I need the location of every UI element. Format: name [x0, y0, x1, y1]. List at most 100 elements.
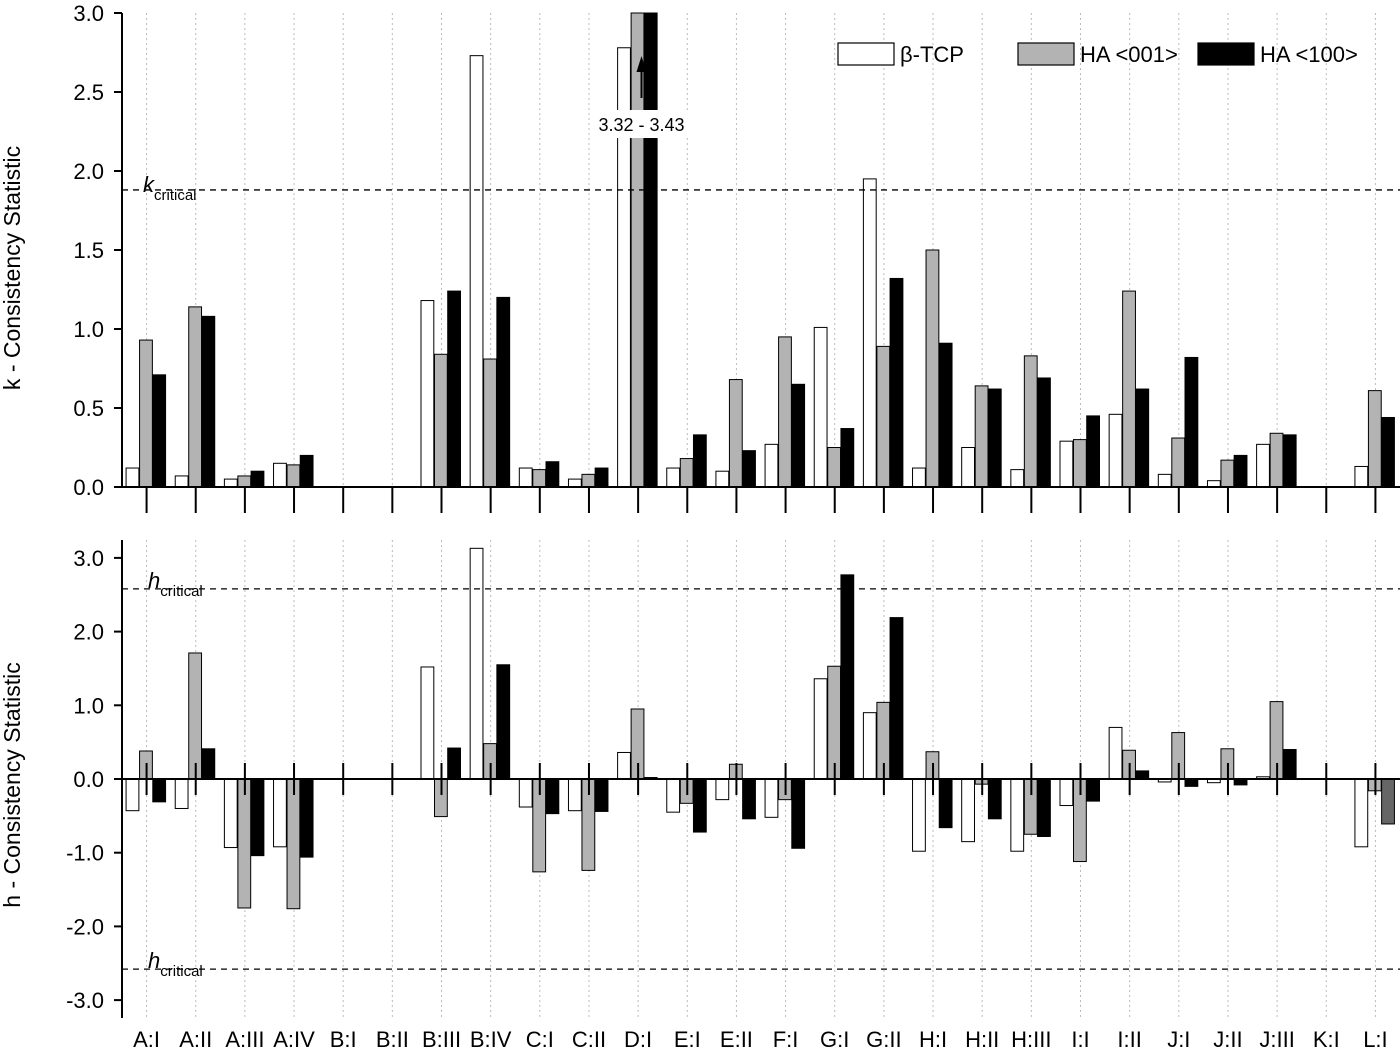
bar-k-ha-100-a-iii: [250, 470, 265, 488]
h-critical-label-lower: hcritical: [148, 948, 203, 980]
bar-h-tcp-a-i: [125, 778, 140, 812]
h-critical-label-upper: hcritical: [148, 568, 203, 600]
x-tick-label-b-i: B:I: [330, 1027, 357, 1050]
bar-h-tcp-i-i: [1059, 778, 1074, 807]
bar-k-ha-100-i-i: [1086, 415, 1100, 488]
bar-k-ha-100-c-i: [545, 461, 560, 488]
bar-k-ha-001-j-iii: [1269, 432, 1284, 488]
bar-k-tcp-e-ii: [715, 470, 730, 488]
bar-k-ha-100-i-ii: [1135, 388, 1150, 488]
bar-h-ha-100-e-ii: [742, 778, 756, 820]
bar-k-tcp-g-ii: [862, 178, 877, 488]
bar-k-tcp-c-i: [518, 467, 533, 488]
annotation-arrow-head: [636, 56, 647, 72]
x-tick-label-f-i: F:I: [773, 1027, 799, 1050]
h-statistic-panel: hcritical hcritical -3.0 -2.0 -1.0 0.0 1.0 2.0 3…: [0, 540, 1400, 1050]
bar-k-ha-100-g-ii: [889, 277, 904, 488]
bar-k-tcp-l-i: [1354, 465, 1369, 488]
bar-k-ha-001-a-i: [139, 339, 153, 488]
bar-h-ha-100-j-iii: [1282, 749, 1297, 780]
bar-k-tcp-h-ii: [961, 447, 975, 488]
h-y-axis-label: h - Consistency Statistic: [0, 662, 25, 907]
bar-h-ha-001-a-ii: [188, 652, 203, 780]
x-tick-label-a-i: A:I: [133, 1027, 160, 1050]
bar-k-ha-001-g-i: [827, 447, 842, 488]
k-ytick-label-3-0: 3.0: [73, 1, 104, 26]
bar-h-ha-100-j-i: [1184, 778, 1199, 787]
x-tick-label-e-i: E:I: [674, 1027, 701, 1050]
bar-h-ha-100-c-ii: [594, 778, 609, 812]
h-ytick-label-0-0: 0.0: [73, 767, 104, 792]
bar-h-tcp-h-i: [912, 778, 926, 852]
k-y-axis-label: k - Consistency Statistic: [0, 146, 25, 390]
h-ytick-label-2-0: 2.0: [73, 620, 104, 645]
x-tick-label-h-i: H:I: [919, 1027, 947, 1050]
k-critical-subscript: critical: [154, 187, 197, 204]
bar-h-tcp-h-ii: [961, 778, 975, 843]
annotation-text: 3.32 - 3.43: [598, 115, 684, 135]
k-ytick-label-1-0: 1.0: [73, 317, 104, 342]
x-tick-label-b-iv: B:IV: [470, 1027, 512, 1050]
bar-k-ha-001-b-iv: [483, 358, 497, 488]
x-tick-label-c-ii: C:II: [572, 1027, 606, 1050]
k-ytick-label-0-0: 0.0: [73, 475, 104, 500]
h-ytick-label-1-0: -1.0: [66, 841, 104, 866]
bar-k-ha-100-j-iii: [1282, 434, 1297, 488]
legend-label-ha-001: HA <001>: [1080, 42, 1178, 67]
x-tick-label-h-ii: H:II: [965, 1027, 999, 1050]
legend-swatch-ha-001: [1017, 42, 1075, 66]
bar-k-ha-100-a-iv: [299, 454, 314, 488]
bar-k-tcp-j-iii: [1256, 443, 1270, 488]
bar-k-ha-100-j-ii: [1233, 454, 1248, 488]
bar-h-tcp-e-i: [666, 778, 681, 813]
bar-k-ha-100-l-i: [1381, 416, 1395, 488]
k-ytick-label-2-0: 2.0: [73, 159, 104, 184]
bar-k-tcp-j-i: [1157, 473, 1172, 488]
legend-label-tcp: β-TCP: [900, 42, 964, 67]
x-tick-label-d-i: D:I: [624, 1027, 652, 1050]
bar-h-ha-100-b-iv: [496, 664, 511, 780]
bar-k-ha-001-c-i: [532, 469, 547, 488]
bar-h-ha-100-g-i: [840, 574, 855, 780]
bar-k-tcp-i-i: [1059, 440, 1074, 488]
h-ytick-label-2-0: -2.0: [66, 914, 104, 939]
x-tick-label-c-i: C:I: [526, 1027, 554, 1050]
bar-k-ha-001-j-i: [1171, 437, 1186, 488]
x-tick-label-k-i: K:I: [1313, 1027, 1340, 1050]
bar-k-ha-100-j-i: [1184, 356, 1199, 488]
k-ytick-label-2-5: 2.5: [73, 80, 104, 105]
bar-k-tcp-c-ii: [567, 478, 582, 488]
x-tick-label-l-i: L:I: [1363, 1027, 1387, 1050]
bar-k-ha-001-a-iv: [286, 464, 301, 488]
legend-label-ha-100: HA <100>: [1260, 42, 1358, 67]
x-tick-label-i-ii: I:II: [1117, 1027, 1141, 1050]
x-tick-label-j-ii: J:II: [1213, 1027, 1242, 1050]
bar-h-ha-100-a-iv: [299, 778, 314, 858]
bar-k-tcp-f-i: [764, 443, 779, 488]
h-critical-subscript: critical: [160, 583, 203, 600]
bar-k-ha-100-h-ii: [987, 388, 1002, 488]
bar-h-tcp-l-i: [1354, 778, 1369, 848]
bar-h-ha-100-e-i: [692, 778, 707, 833]
bar-k-tcp-a-ii: [174, 475, 189, 488]
bar-h-tcp-c-ii: [567, 778, 582, 812]
legend: β-TCP HA <001> HA <100>: [837, 42, 1358, 67]
k-ytick-label-1-5: 1.5: [73, 238, 104, 263]
annotation-box: [591, 110, 692, 138]
bar-k-ha-100-b-iii: [447, 290, 462, 488]
bar-h-ha-100-a-iii: [250, 778, 265, 857]
bar-h-ha-100-h-i: [938, 778, 953, 829]
h-ytick-label-3-0: 3.0: [73, 546, 104, 571]
h-critical-subscript: critical: [160, 963, 203, 980]
bar-h-tcp-a-ii: [174, 778, 189, 809]
bar-h-ha-100-b-iii: [447, 747, 462, 780]
k-statistic-panel: kcritical 3.32 - 3.43 0.0 0.5 1.0 1.5 2.0 2.5 3.…: [0, 1, 1400, 513]
bar-k-ha-100-a-i: [152, 374, 167, 488]
x-tick-label-a-ii: A:II: [179, 1027, 212, 1050]
bar-k-ha-001-i-i: [1073, 439, 1087, 488]
bar-h-tcp-i-ii: [1108, 726, 1123, 780]
bar-h-tcp-b-iv: [469, 547, 484, 780]
bar-h-tcp-a-iii: [223, 778, 238, 849]
bar-k-ha-001-l-i: [1367, 390, 1382, 488]
